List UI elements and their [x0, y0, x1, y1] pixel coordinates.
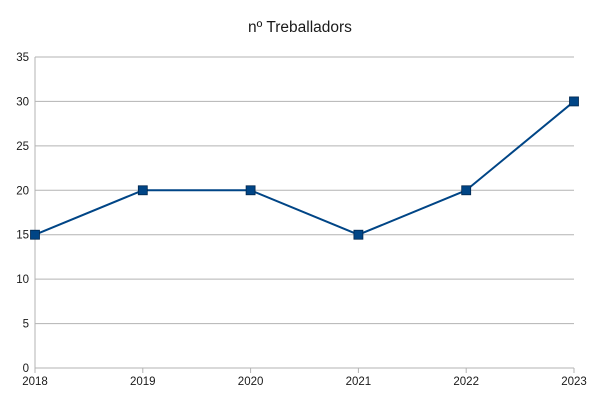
y-tick-label: 35: [16, 52, 29, 64]
x-tick-label: 2019: [130, 376, 156, 388]
data-point-marker: [245, 185, 256, 196]
y-tick-label: 10: [16, 274, 29, 286]
y-tick-label: 15: [16, 230, 29, 242]
x-tick-label: 2021: [346, 376, 372, 388]
y-tick-label: 0: [23, 363, 29, 375]
y-tick-label: 5: [23, 319, 29, 331]
x-tick-label: 2022: [453, 376, 479, 388]
data-point-marker: [137, 185, 148, 196]
chart-title: nº Treballadors: [248, 19, 352, 36]
data-point-marker: [353, 229, 364, 240]
y-tick-label: 20: [16, 185, 29, 197]
y-tick-label: 25: [16, 141, 29, 153]
y-tick-label: 30: [16, 96, 29, 108]
x-tick-label: 2023: [561, 376, 587, 388]
x-tick-label: 2020: [238, 376, 264, 388]
y-axis-ticks: 0 5 10 15 20 25 30 35: [16, 52, 29, 375]
series-line: [34, 100, 575, 236]
data-point-marker: [30, 229, 40, 240]
x-axis-ticks: 2018 2019 2020 2021 2022 2023: [22, 368, 587, 388]
data-point-marker: [569, 96, 579, 107]
data-point-marker: [461, 185, 472, 196]
x-tick-label: 2018: [22, 376, 48, 388]
gridlines: [34, 56, 574, 369]
series: [30, 96, 579, 240]
